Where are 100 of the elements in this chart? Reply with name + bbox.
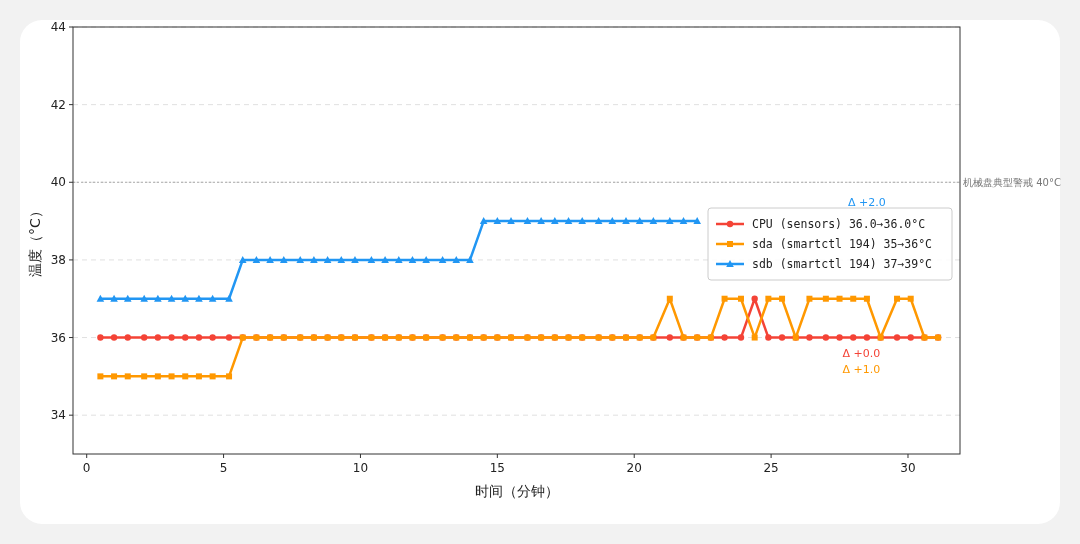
point: [182, 334, 189, 341]
x-tick-label: 5: [219, 461, 228, 475]
point: [778, 334, 786, 341]
point: [679, 217, 688, 225]
point: [693, 217, 701, 225]
x-tick-label: 15: [489, 461, 505, 475]
point: [140, 334, 148, 341]
ref-line-label: 机械盘典型警戒 40°C: [963, 177, 1061, 189]
point: [578, 217, 586, 225]
legend-label: sdb (smartctl 194) 37→39°C: [752, 257, 933, 271]
point: [209, 373, 216, 380]
point: [893, 334, 901, 341]
point: [779, 295, 786, 302]
point: [124, 334, 131, 341]
point: [907, 295, 914, 302]
point: [822, 334, 830, 341]
point: [168, 373, 175, 380]
point: [765, 295, 772, 302]
annotation: Δ +0.0: [842, 347, 881, 361]
legend-label: sda (smartctl 194) 35→36°C: [752, 237, 933, 251]
y-tick-label: 38: [50, 252, 66, 267]
point: [266, 255, 274, 263]
point: [154, 373, 161, 380]
point: [863, 295, 870, 302]
point: [225, 294, 233, 302]
point: [97, 334, 104, 341]
point: [564, 217, 573, 225]
x-tick-label: 20: [626, 461, 642, 475]
point: [907, 334, 914, 341]
y-tick-label: 36: [50, 330, 66, 345]
point: [537, 217, 545, 225]
point: [751, 295, 758, 302]
point: [226, 373, 233, 380]
y-tick-label: 44: [50, 20, 66, 34]
legend-label: CPU (sensors) 36.0→36.0°C: [752, 217, 926, 231]
point: [836, 334, 843, 341]
point: [649, 217, 658, 225]
point: [594, 217, 603, 225]
point: [737, 334, 745, 341]
point: [493, 217, 502, 225]
point: [296, 255, 305, 263]
point: [452, 255, 461, 263]
point: [310, 255, 318, 263]
y-tick-label: 40: [50, 175, 66, 190]
point: [141, 373, 148, 380]
point: [238, 255, 247, 263]
point: [822, 295, 829, 302]
x-tick-label: 30: [900, 461, 916, 475]
point: [252, 255, 261, 263]
point: [737, 295, 744, 302]
point: [351, 255, 359, 263]
point: [721, 334, 728, 341]
annotation: Δ +1.0: [842, 362, 881, 376]
point: [111, 373, 118, 380]
point: [666, 295, 673, 302]
point: [140, 294, 148, 302]
point: [168, 334, 175, 341]
point: [721, 295, 728, 302]
point: [381, 255, 389, 263]
point: [280, 255, 288, 263]
point: [751, 334, 758, 341]
point: [124, 373, 131, 380]
point: [408, 255, 417, 263]
point: [195, 294, 203, 302]
point: [154, 294, 162, 302]
y-tick-label: 42: [50, 97, 66, 112]
point: [523, 217, 532, 225]
point: [394, 255, 403, 263]
point: [806, 295, 813, 302]
point: [765, 334, 772, 341]
point: [466, 255, 474, 263]
point: [666, 217, 674, 225]
point: [110, 294, 118, 302]
point: [225, 334, 233, 341]
point: [97, 373, 104, 380]
point: [208, 294, 217, 302]
point: [551, 217, 559, 225]
point: [635, 217, 644, 225]
point: [110, 334, 118, 341]
point: [154, 334, 162, 341]
point: [181, 294, 190, 302]
point: [323, 255, 332, 263]
y-axis-title: 温度（°C）: [27, 204, 43, 277]
point: [438, 255, 447, 263]
point: [806, 334, 813, 341]
point: [666, 334, 674, 341]
x-tick-label: 25: [763, 461, 779, 475]
point: [894, 295, 901, 302]
point: [96, 294, 105, 302]
point: [608, 217, 617, 225]
point: [863, 334, 871, 341]
point: [195, 373, 202, 380]
y-tick-label: 34: [50, 408, 66, 423]
point: [850, 295, 857, 302]
x-axis-title: 时间（分钟）: [474, 483, 559, 499]
point: [367, 255, 376, 263]
point: [836, 295, 843, 302]
annotation: Δ +2.0: [848, 195, 886, 209]
point: [209, 334, 216, 341]
x-tick-label: 0: [82, 461, 91, 475]
